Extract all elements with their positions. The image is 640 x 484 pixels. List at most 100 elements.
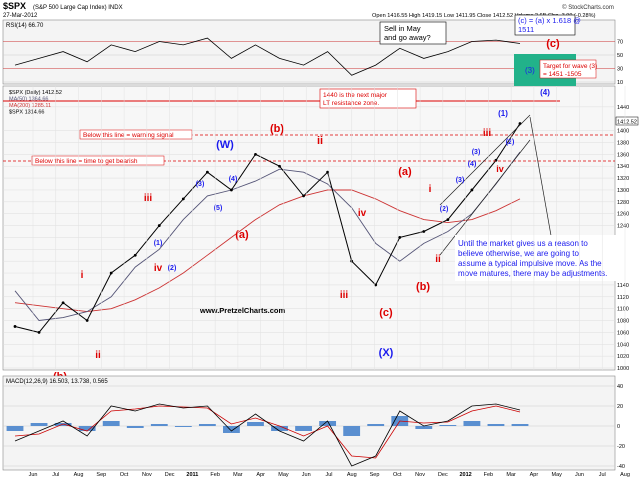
commentary-box xyxy=(455,235,631,281)
price-point xyxy=(254,152,257,156)
rsi-scale: 70 50 30 10 xyxy=(3,40,623,86)
ma50-line xyxy=(14,151,521,321)
sell-in-may-box xyxy=(379,21,447,45)
macd-histogram-bar xyxy=(6,426,24,431)
x-tick-label: Aug xyxy=(347,472,357,478)
last-price-label: 1412.52 xyxy=(617,120,637,126)
x-tick-label: Nov xyxy=(415,472,425,478)
ma200-line xyxy=(14,189,521,313)
bearish-text: Below this line = time to get bearish xyxy=(35,158,138,165)
channel-line-upper xyxy=(439,114,531,206)
wave-label: (c) xyxy=(546,38,560,50)
macd-tick-label: -40 xyxy=(617,464,625,470)
macd-histogram-bar xyxy=(54,423,72,426)
wave-label: iv xyxy=(496,164,504,174)
target-line2: = 1451 -1505 xyxy=(543,71,582,78)
price-legend-item: MA(200) 1285.11 xyxy=(9,103,51,109)
macd-line xyxy=(14,403,521,467)
x-tick-label: Dec xyxy=(165,472,175,478)
price-legend-item: MA(50) 1364.66 xyxy=(9,97,48,103)
macd-histogram-bar xyxy=(247,422,264,426)
rsi-tick-label: 30 xyxy=(617,67,623,73)
wave-label: iv xyxy=(154,263,163,274)
price-point xyxy=(446,218,450,222)
macd-histogram-bar xyxy=(439,425,457,426)
macd-histogram-bar xyxy=(78,426,96,431)
macd-tick-label: 40 xyxy=(617,384,623,390)
header-symbol: $SPX xyxy=(3,1,26,11)
price-point xyxy=(230,188,233,192)
price-y-tick-label: 1080 xyxy=(617,319,629,325)
macd-histogram-bar xyxy=(487,424,505,426)
rsi-panel xyxy=(2,19,616,85)
wave-label: iv xyxy=(358,208,367,219)
price-line xyxy=(14,123,521,333)
x-tick-label: Jun xyxy=(575,472,584,478)
x-tick-label: Feb xyxy=(484,472,493,478)
warning-text: Below this line = warning signal xyxy=(83,132,174,139)
wave-labels: (c)(4)(1)iii(2)(3)iv(W)(b)ii(3)(5)(4)(a)… xyxy=(53,38,560,383)
watermark: © StockCharts.com xyxy=(562,4,614,11)
wave-label: iii xyxy=(144,193,153,204)
wave-label: (a) xyxy=(398,166,412,178)
price-y-tick-label: 1340 xyxy=(617,164,629,170)
header-quote: Open 1416.55 High 1419.15 Low 1411.95 Cl… xyxy=(372,13,596,19)
x-tick-label: Sep xyxy=(370,472,380,478)
sell-in-may-text: Sell in May and go away? xyxy=(384,24,431,42)
commentary-line4: move matures, there may be adjustments. xyxy=(458,269,607,278)
wave-label: ii xyxy=(435,254,441,265)
wave-label: (4) xyxy=(229,176,238,183)
macd-histogram-bar xyxy=(415,426,433,429)
header-name: (S&P 500 Large Cap Index) INDX xyxy=(33,5,123,11)
target-line1: Target for wave (3) xyxy=(543,63,597,70)
header-date: 27-Mar-2012 xyxy=(3,13,38,19)
wave-label: (c) xyxy=(379,307,393,319)
macd-histogram-bar xyxy=(343,426,361,436)
price-y-tick-label: 1060 xyxy=(617,330,629,336)
x-tick-label: Jun xyxy=(302,472,311,478)
x-tick-label: Jul xyxy=(325,472,332,478)
formula-line1: (c) = (a) x 1.618 @ xyxy=(518,16,581,25)
wave-label: iii xyxy=(340,290,349,301)
price-y-tick-label: 1360 xyxy=(617,152,629,158)
wave-label: (b) xyxy=(416,281,430,293)
price-y-tick-label: 1440 xyxy=(617,105,629,111)
price-point xyxy=(61,301,65,305)
macd-histogram-bar xyxy=(174,426,192,427)
wave-label: ii xyxy=(317,135,323,147)
price-y-tick-label: 1120 xyxy=(617,295,629,301)
price-y-tick-label: 1240 xyxy=(617,224,629,230)
x-tick-label: May xyxy=(278,472,289,478)
price-point xyxy=(302,194,305,198)
wave-label: (b) xyxy=(270,123,284,135)
x-tick-label: Mar xyxy=(233,472,243,478)
wave-label: (a) xyxy=(235,229,249,241)
x-tick-label: Dec xyxy=(438,472,448,478)
wave-label: (3) xyxy=(196,181,205,188)
price-point xyxy=(37,330,41,334)
macd-histogram-bar xyxy=(271,426,288,431)
macd-tick-label: -20 xyxy=(617,444,625,450)
resistance-line1: 1440 is the next major xyxy=(323,92,388,99)
wave-label: (2) xyxy=(168,265,177,272)
price-y-tick-label: 1280 xyxy=(617,200,629,206)
price-legend-item: $SPX (Daily) 1412.52 xyxy=(9,90,62,96)
commentary-line1: Until the market gives us a reason to xyxy=(458,239,588,248)
price-point xyxy=(374,283,378,287)
price-y-tick-label: 1020 xyxy=(617,354,629,360)
price-legend-item: $SPX 1314.66 xyxy=(9,110,44,116)
macd-panel xyxy=(2,375,616,471)
x-tick-label: Apr xyxy=(530,472,539,478)
wave-label: i xyxy=(81,270,84,281)
macd-histogram-bar xyxy=(463,421,481,426)
price-point xyxy=(470,188,474,192)
macd-histogram-bar xyxy=(30,423,48,426)
resistance-box xyxy=(319,88,417,109)
target-zone-label: (3) xyxy=(525,66,535,75)
price-y-tick-label: 1000 xyxy=(617,366,629,372)
price-point xyxy=(85,319,89,322)
price-y-tick-label: 1380 xyxy=(617,140,629,146)
rsi-line xyxy=(14,37,521,76)
website-label: www.PretzelCharts.com xyxy=(199,306,285,315)
